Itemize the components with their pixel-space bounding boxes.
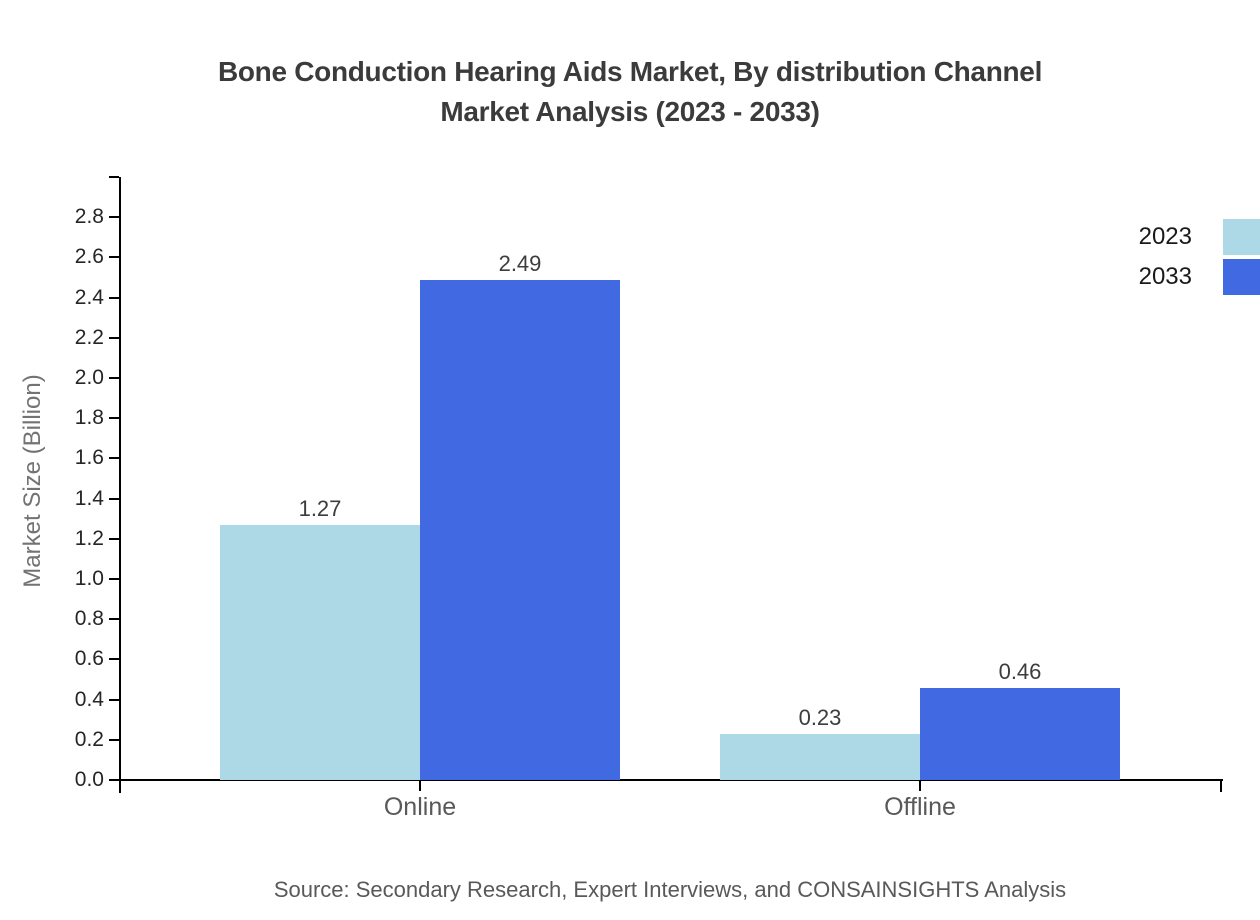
y-tick-label: 0.6 xyxy=(74,647,104,671)
y-tick xyxy=(109,417,119,420)
x-category-label-online: Online xyxy=(383,793,457,821)
legend-swatch-2023 xyxy=(1223,219,1260,255)
y-tick-label: 1.4 xyxy=(74,486,104,510)
y-tick xyxy=(109,457,119,460)
y-tick-label: 0.0 xyxy=(74,768,104,791)
y-tick xyxy=(109,216,119,219)
y-tick xyxy=(109,578,119,580)
value-label-2023-online: 1.27 xyxy=(298,495,342,521)
source-note: Source: Secondary Research, Expert Inter… xyxy=(273,877,1067,902)
y-tick-label: 2.8 xyxy=(74,205,104,229)
chart-title: Bone Conduction Hearing Aids Market, By … xyxy=(0,52,1260,132)
y-tick xyxy=(109,537,119,540)
y-tick xyxy=(109,336,119,339)
x-tick-offline xyxy=(919,781,921,791)
x-axis-spine xyxy=(119,779,1223,781)
y-tick xyxy=(109,779,119,781)
y-axis-top-cap xyxy=(109,176,119,178)
y-tick-label: 0.4 xyxy=(74,687,104,711)
legend-label-2033: 2033 xyxy=(1138,263,1192,290)
y-tick-label: 2.4 xyxy=(74,285,104,309)
x-category-label-offline: Offline xyxy=(884,793,956,821)
y-tick-label: 1.0 xyxy=(74,567,104,590)
y-tick xyxy=(109,658,119,661)
y-tick xyxy=(109,296,119,299)
bar-2033-offline xyxy=(920,687,1120,780)
value-label-2033-online: 2.49 xyxy=(498,250,542,276)
bar-2023-offline xyxy=(720,733,920,780)
y-tick xyxy=(109,256,119,259)
value-label-2033-offline: 0.46 xyxy=(998,658,1042,684)
y-tick-label: 0.8 xyxy=(74,607,104,631)
y-tick-label: 1.2 xyxy=(74,526,104,550)
y-tick-label: 2.2 xyxy=(74,325,104,349)
y-tick-label: 0.2 xyxy=(74,727,104,751)
y-axis-spine xyxy=(119,177,121,793)
y-tick xyxy=(109,738,119,741)
chart-title-line1: Bone Conduction Hearing Aids Market, By … xyxy=(217,56,1043,87)
legend-label-2023: 2023 xyxy=(1138,223,1192,250)
bar-2033-online xyxy=(420,279,620,780)
y-tick-label: 1.6 xyxy=(74,446,104,470)
y-tick xyxy=(109,497,119,500)
chart-title-line2: Market Analysis (2023 - 2033) xyxy=(440,96,820,127)
x-axis-right-cap xyxy=(1220,779,1222,792)
legend-swatch-2033 xyxy=(1223,259,1260,295)
x-tick-online xyxy=(419,781,421,791)
value-label-2023-offline: 0.23 xyxy=(798,704,842,730)
y-tick xyxy=(109,698,119,701)
y-tick-label: 2.0 xyxy=(74,366,104,389)
bar-2023-online xyxy=(220,524,420,780)
y-tick xyxy=(109,618,119,621)
y-tick xyxy=(109,377,119,379)
y-tick-label: 2.6 xyxy=(74,245,104,269)
y-tick-label: 1.8 xyxy=(74,406,104,430)
